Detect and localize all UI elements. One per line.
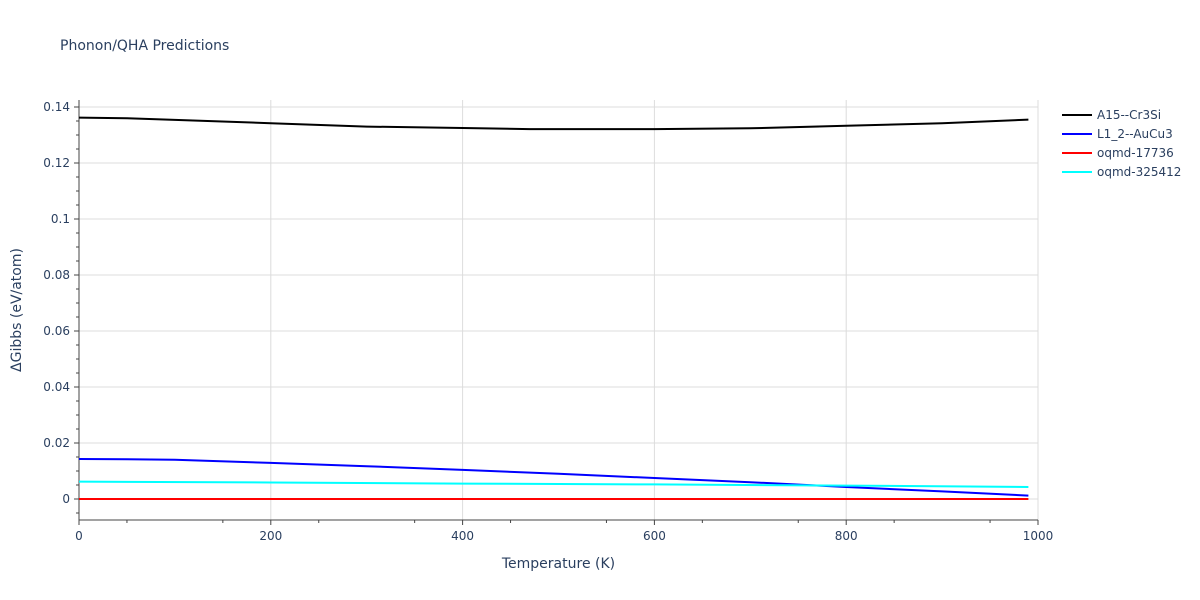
series-line-a15-cr3si: [78, 116, 1029, 131]
y-tick-label: 0.02: [43, 436, 70, 450]
legend-label-a15-cr3si: A15--Cr3Si: [1097, 108, 1161, 122]
y-tick-label: 0.1: [51, 212, 70, 226]
y-tick-label: 0.12: [43, 156, 70, 170]
y-tick-label: 0.06: [43, 324, 70, 338]
grid-layer: [79, 100, 1039, 520]
legend-label-oqmd-325412: oqmd-325412: [1097, 165, 1181, 179]
legend: A15--Cr3Si L1_2--AuCu3 oqmd-17736 oqmd-3254…: [1062, 108, 1181, 179]
x-tick-label: 1000: [1023, 529, 1054, 543]
labels-layer: 0 200 400 600 800 1000 0 0.02 0.04 0.06 0.08 0.1 0.1…: [43, 100, 1053, 543]
legend-label-l1-2-aucu3: L1_2--AuCu3: [1097, 127, 1173, 141]
axes-layer: [74, 100, 1039, 525]
y-tick-label: 0.04: [43, 380, 70, 394]
x-tick-label: 400: [451, 529, 474, 543]
y-tick-label: 0: [62, 492, 70, 506]
series-layer: [78, 116, 1029, 500]
x-tick-label: 600: [643, 529, 666, 543]
series-line-l1-2-aucu3: [78, 458, 1029, 497]
x-tick-label: 800: [835, 529, 858, 543]
y-axis-title: ΔGibbs (eV/atom): [9, 248, 25, 372]
legend-label-oqmd-17736: oqmd-17736: [1097, 146, 1174, 160]
x-tick-label: 200: [259, 529, 282, 543]
y-tick-label: 0.08: [43, 268, 70, 282]
x-axis-title: Temperature (K): [501, 556, 615, 572]
chart-title: Phonon/QHA Predictions: [60, 38, 229, 54]
series-line-oqmd-325412: [78, 480, 1029, 488]
y-tick-label: 0.14: [43, 100, 70, 114]
x-tick-label: 0: [75, 529, 83, 543]
